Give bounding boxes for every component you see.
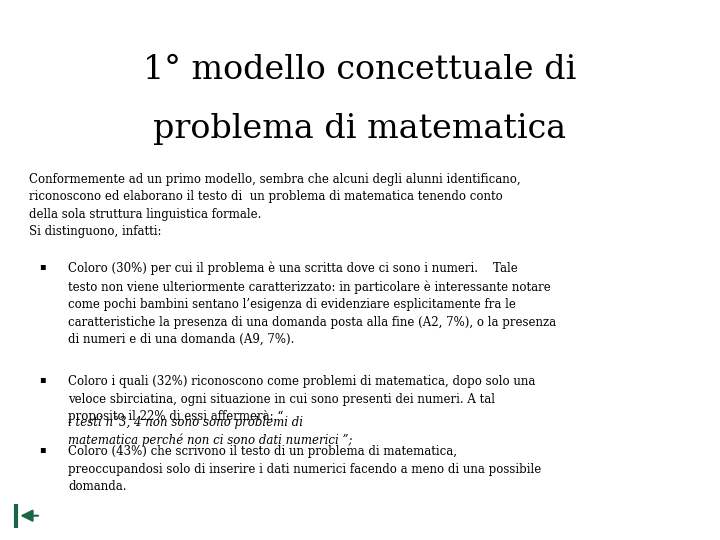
Text: i testi n°3, 4 non sono sono problemi di
matematica perché non ci sono dati nume: i testi n°3, 4 non sono sono problemi di… [68,416,353,447]
Text: Coloro (30%) per cui il problema è una scritta dove ci sono i numeri.    Tale
te: Coloro (30%) per cui il problema è una s… [68,262,557,346]
Text: Coloro (43%) che scrivono il testo di un problema di matematica,
preoccupandosi : Coloro (43%) che scrivono il testo di un… [68,446,541,494]
Text: Conformemente ad un primo modello, sembra che alcuni degli alunni identificano,
: Conformemente ad un primo modello, sembr… [29,173,521,238]
Text: problema di matematica: problema di matematica [153,113,567,145]
Text: ▪: ▪ [40,446,46,455]
Text: 1° modello concettuale di: 1° modello concettuale di [143,54,577,86]
Text: ▪: ▪ [40,262,46,271]
Text: ▪: ▪ [40,375,46,384]
Text: Coloro i quali (32%) riconoscono come problemi di matematica, dopo solo una
velo: Coloro i quali (32%) riconoscono come pr… [68,375,536,423]
